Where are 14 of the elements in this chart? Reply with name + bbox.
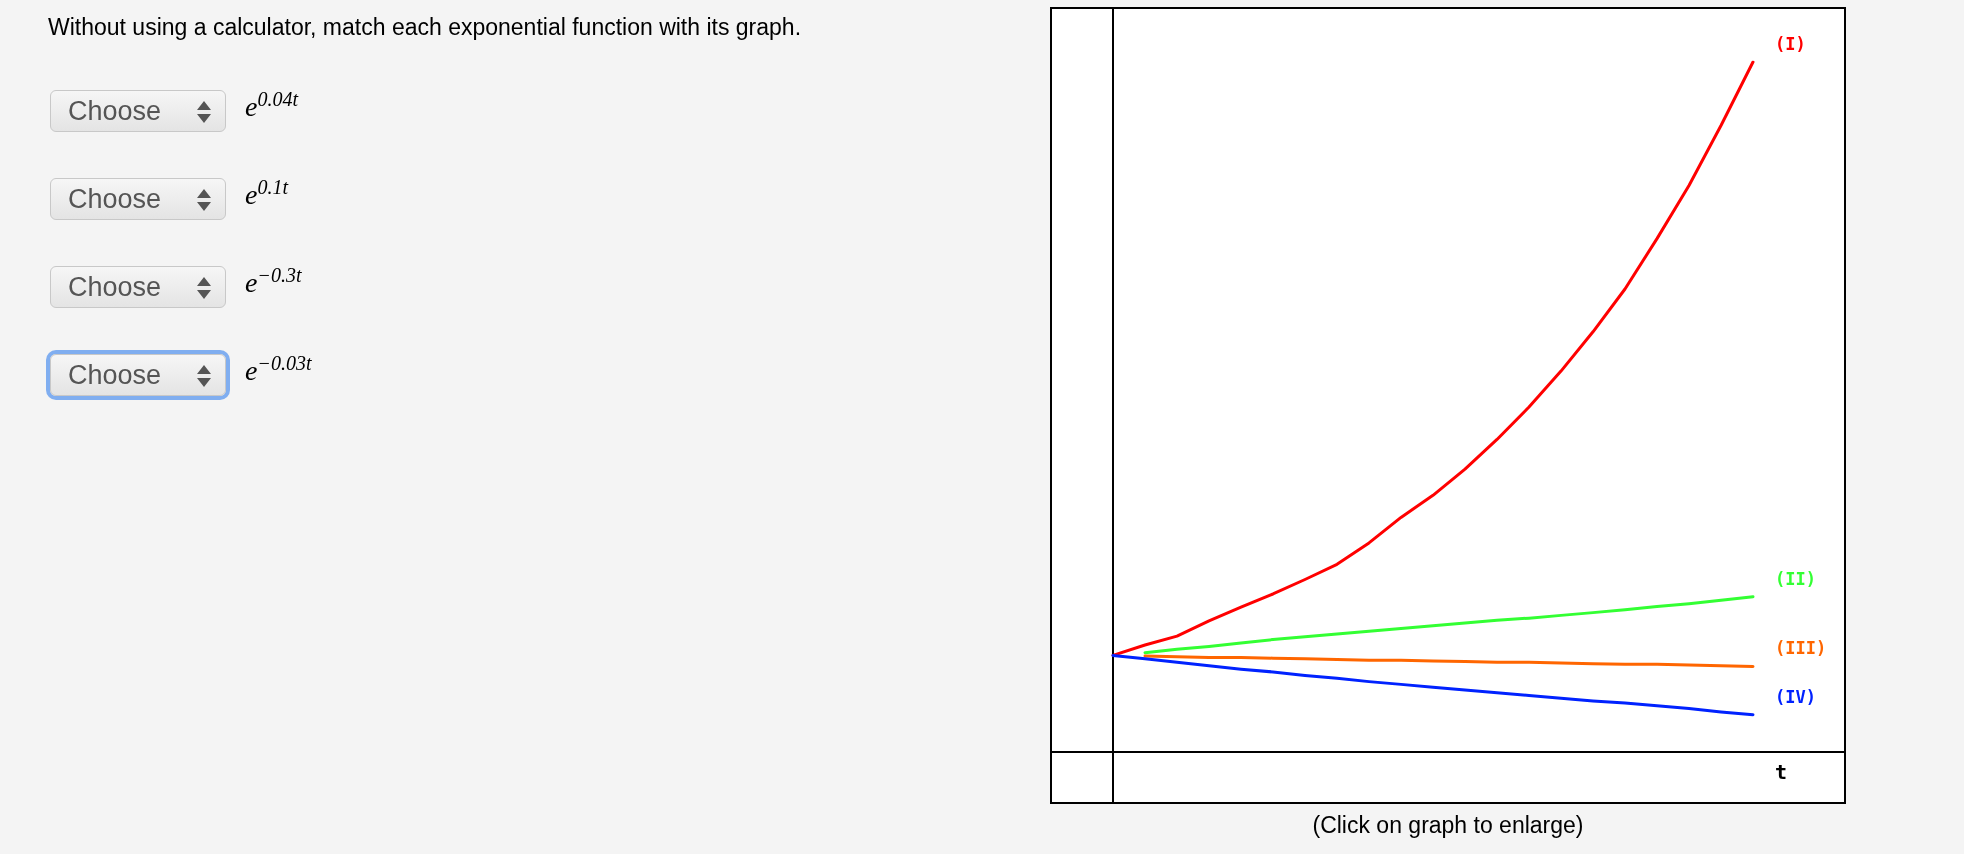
text: e$^{0.1t}$ xyxy=(245,176,288,212)
series-label: (I) xyxy=(1775,34,1806,54)
series-label: (IV) xyxy=(1775,686,1816,707)
text: (Click on graph to enlarge) xyxy=(1311,812,1585,839)
text: Without using a calculator, match each exponential function with its graph. xyxy=(48,14,802,41)
dropdown-select[interactable]: Choose xyxy=(50,90,226,132)
dropdown-select[interactable]: Choose xyxy=(50,266,226,308)
series-label: (III) xyxy=(1775,638,1827,659)
dropdown-select[interactable]: Choose xyxy=(50,178,226,220)
x-axis-title: t xyxy=(1775,760,1788,784)
text: e$^{−0.03t}$ xyxy=(245,352,312,388)
series-label: (II) xyxy=(1775,568,1816,589)
text: e$^{−0.3t}$ xyxy=(245,264,302,300)
text: e$^{0.04t}$ xyxy=(245,88,298,124)
